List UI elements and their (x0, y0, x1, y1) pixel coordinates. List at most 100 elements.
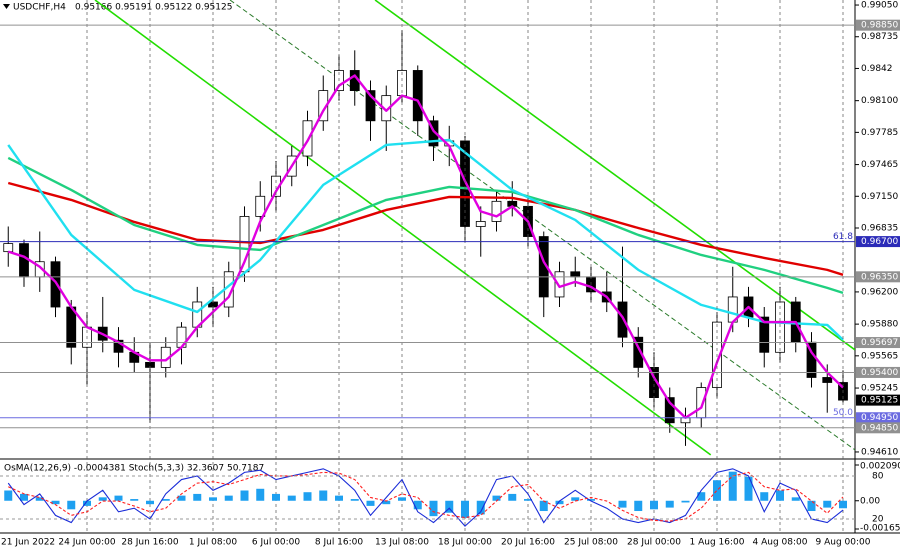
osma-bar (665, 500, 674, 508)
osma-bar (51, 500, 60, 505)
candle-body (19, 243, 29, 278)
moving-average (7, 181, 844, 276)
level-box (856, 271, 900, 283)
y-tick-label: -0.001651 (860, 524, 900, 534)
moving-average (7, 74, 844, 419)
fib-label: 50.0 (833, 408, 853, 418)
osma-bar (524, 499, 532, 501)
level-label: 0.95697 (861, 338, 898, 348)
osma-bar (618, 500, 627, 508)
osma-bar (350, 499, 359, 501)
stoch-line (8, 471, 844, 522)
candle-body (570, 271, 581, 278)
y-tick-label: 0.99050 (861, 1, 898, 11)
x-tick-label: 21 Jun 2022 (1, 538, 55, 548)
y-tick-label: 0.97150 (861, 192, 898, 202)
osma-bar (681, 500, 690, 503)
candle-body (696, 387, 707, 419)
osma-bar (303, 492, 312, 501)
x-tick-label: 20 Jul 16:00 (501, 538, 555, 548)
candle-body (491, 200, 502, 222)
osma-bar (429, 500, 438, 517)
x-tick-label: 28 Jul 00:00 (627, 538, 681, 548)
stoch-line (7, 468, 844, 527)
moving-average (7, 138, 844, 341)
candle-body (664, 397, 675, 424)
osma-bar (476, 500, 485, 515)
y-tick-label: 0.95565 (861, 351, 898, 361)
moving-average (7, 156, 844, 295)
osma-bar (571, 497, 580, 501)
level-label: 0.95400 (861, 368, 898, 378)
candle-body (633, 336, 644, 368)
candle-body (554, 271, 565, 298)
x-tick-label: 6 Jul 00:00 (252, 538, 301, 548)
x-tick-label: 8 Jul 16:00 (315, 538, 364, 548)
osma-bar (335, 495, 343, 501)
osma-bar (98, 497, 107, 501)
x-tick-label: 13 Jul 08:00 (375, 538, 429, 548)
osma-bar (67, 500, 76, 510)
osma-bar (697, 492, 706, 501)
y-tick-label: 0.0020903 (860, 462, 900, 472)
level-label: 0.96350 (861, 272, 898, 282)
candle-body (50, 261, 61, 308)
osma-bar (4, 490, 13, 501)
osma-bar (713, 480, 721, 501)
candle-body (381, 95, 392, 122)
level-box (856, 412, 900, 424)
level-label: 0.94850 (861, 423, 898, 433)
osma-bar (539, 500, 548, 512)
osma-bar (161, 499, 170, 501)
candle-body (3, 243, 14, 253)
level-box (856, 366, 900, 378)
y-tick-label: 0.96200 (861, 287, 898, 297)
y-tick-label: 0.98735 (861, 32, 898, 42)
price-box (856, 394, 900, 406)
osma-bar (791, 497, 800, 501)
y-tick-label: 0.95245 (861, 384, 898, 394)
x-tick-label: 25 Jul 08:00 (564, 538, 618, 548)
osma-bar (130, 499, 139, 501)
y-tick-label: 0.96835 (861, 223, 898, 233)
osma-bar (114, 495, 123, 501)
osma-bar (587, 499, 595, 501)
osma-bar (287, 495, 296, 501)
level-box (856, 19, 900, 31)
osma-bar (382, 500, 391, 505)
y-tick-label: 0.97785 (861, 128, 898, 138)
osma-bar (760, 492, 769, 501)
osma-bar (398, 497, 406, 501)
oscillator-panel (4, 468, 847, 527)
level-label: 0.96700 (861, 237, 898, 247)
y-tick-label: 0.98100 (861, 96, 898, 106)
menu-arrow (3, 4, 10, 9)
y-tick-label: 0.94610 (861, 447, 898, 457)
osma-bar (823, 500, 832, 508)
osma-bar (146, 500, 154, 505)
level-box (856, 236, 900, 248)
y-tick-label: 0.9842 (861, 64, 893, 74)
osma-bar (807, 500, 816, 512)
osma-bar (839, 500, 847, 509)
y-tick-label: 0.00 (860, 496, 880, 506)
osma-bar (272, 493, 280, 501)
osma-bar (413, 500, 422, 510)
level-label: 0.94950 (861, 413, 898, 423)
level-label: 0.98850 (861, 21, 898, 31)
osma-bar (776, 490, 784, 501)
osma-bar (83, 500, 91, 506)
oscillator-title: OsMA(12,26,9) -0.0004381 Stoch(5,3,3) 32… (4, 464, 264, 474)
x-tick-label: 9 Aug 00:00 (816, 538, 871, 548)
x-tick-label: 28 Jun 16:00 (121, 538, 178, 548)
osma-bar (224, 495, 233, 501)
fib-label: 61.8 (833, 232, 853, 242)
x-tick-label: 18 Jul 00:00 (438, 538, 492, 548)
trend-line (374, 0, 855, 351)
trend-line (94, 0, 712, 456)
osma-bar (319, 490, 328, 501)
candle-body (365, 90, 376, 122)
y-tick-label: 0.95880 (861, 320, 898, 330)
osma-bar (177, 495, 186, 501)
